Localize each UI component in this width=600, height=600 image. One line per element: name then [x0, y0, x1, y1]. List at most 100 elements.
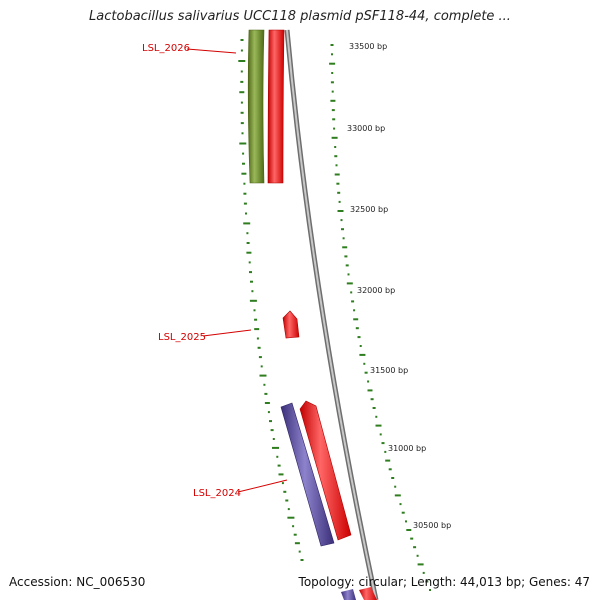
gc-outer-tick [401, 511, 405, 514]
gc-outer-tick [379, 433, 382, 436]
gc-inner-tick [259, 374, 267, 377]
gc-inner-tick [287, 508, 290, 511]
gc-outer-tick [335, 164, 338, 167]
gc-inner-tick [240, 111, 244, 114]
gc-inner-tick [242, 162, 245, 165]
gc-inner-tick [246, 232, 249, 235]
gc-inner-tick [242, 152, 245, 155]
gc-inner-tick [254, 318, 258, 321]
gc-outer-tick [413, 546, 417, 549]
gc-inner-tick [264, 392, 268, 395]
gc-outer-tick [337, 210, 344, 212]
gc-inner-tick [249, 299, 257, 302]
gc-outer-tick [342, 237, 345, 240]
bp-tick-label: 32500 bp [350, 205, 388, 214]
gc-inner-tick [243, 182, 246, 185]
gc-inner-tick [241, 172, 247, 175]
gc-inner-tick [238, 60, 246, 62]
gene-label-lsl-2025[interactable]: LSL_2025 [158, 332, 206, 343]
gc-inner-tick [243, 222, 251, 225]
gc-outer-tick [331, 109, 335, 112]
gc-inner-tick [267, 411, 270, 414]
gc-inner-tick [272, 446, 279, 449]
gc-inner-tick [241, 132, 244, 135]
gene-label-lsl-2024[interactable]: LSL_2024 [193, 488, 241, 499]
gc-outer-tick [429, 589, 431, 591]
gc-outer-tick [384, 450, 387, 453]
gc-inner-tick [292, 525, 295, 528]
bp-tick-label: 31500 bp [370, 366, 408, 375]
leader-line-lsl-2024 [237, 479, 288, 493]
gc-outer-tick [341, 228, 344, 231]
gc-outer-tick [334, 173, 340, 176]
gc-inner-tick [254, 328, 260, 331]
map-summary: Topology: circular; Length: 44,013 bp; G… [298, 575, 590, 589]
gc-inner-tick [250, 280, 253, 283]
gc-content-track-outer [329, 44, 431, 591]
gc-inner-tick [245, 212, 247, 215]
gc-inner-tick [293, 533, 297, 536]
gc-outer-tick [372, 407, 376, 409]
gc-outer-tick [406, 529, 412, 531]
gc-outer-tick [355, 327, 359, 330]
plasmid-backbone-highlight [286, 29, 377, 600]
gc-inner-tick [298, 550, 301, 553]
gc-inner-tick [240, 80, 244, 83]
gc-inner-tick [277, 464, 281, 467]
gene-lsl-2026-forward-strand[interactable] [267, 29, 285, 184]
gc-outer-tick [346, 282, 353, 285]
gc-inner-tick [240, 122, 244, 125]
gc-inner-tick [278, 473, 284, 476]
gene-lsl-2024-forward-strand[interactable] [299, 400, 352, 541]
gene-lsl-2025[interactable] [282, 310, 300, 339]
gc-outer-tick [338, 200, 341, 203]
gc-outer-tick [391, 477, 395, 479]
gc-inner-tick [243, 202, 247, 205]
gc-outer-tick [363, 362, 366, 365]
gc-inner-tick [272, 438, 275, 440]
gc-outer-tick [329, 62, 336, 65]
gc-inner-tick [246, 251, 252, 254]
gc-content-track-inner [238, 39, 304, 561]
gc-outer-tick [394, 485, 397, 488]
gc-inner-tick [285, 499, 289, 502]
gene-lsl-2026-reverse-strand[interactable] [247, 29, 265, 184]
gc-inner-tick [283, 490, 287, 493]
gc-inner-tick [294, 542, 300, 545]
gc-outer-tick [334, 155, 338, 158]
gc-outer-tick [381, 442, 385, 445]
gc-outer-tick [359, 353, 366, 356]
gc-inner-tick [246, 242, 250, 244]
gc-inner-tick [251, 290, 254, 293]
gc-inner-tick [287, 516, 295, 519]
gc-outer-tick [359, 345, 362, 347]
gc-inner-tick [276, 455, 279, 458]
gc-inner-tick [260, 365, 263, 368]
gene-label-lsl-2026[interactable]: LSL_2026 [142, 43, 190, 54]
gc-outer-tick [331, 53, 333, 56]
gc-outer-tick [330, 81, 334, 84]
gc-inner-tick [281, 482, 284, 485]
gc-outer-tick [425, 580, 429, 583]
gc-outer-tick [331, 72, 334, 74]
gc-outer-tick [353, 309, 356, 312]
gc-inner-tick [239, 91, 245, 94]
gc-inner-tick [240, 49, 243, 52]
bp-tick-label: 30500 bp [413, 521, 451, 530]
gc-outer-tick [336, 182, 340, 185]
gc-inner-tick [249, 271, 252, 274]
gene-lsl-2024-reverse-strand[interactable] [280, 402, 335, 547]
gc-outer-tick [334, 146, 337, 148]
leader-line-lsl-2025 [202, 329, 252, 337]
gene-partial-purple [341, 589, 356, 600]
gc-outer-tick [417, 563, 424, 566]
gc-outer-tick [350, 291, 353, 294]
gc-outer-tick [422, 571, 425, 574]
gc-inner-tick [257, 346, 261, 349]
bp-tick-label: 31000 bp [388, 444, 426, 453]
gc-outer-tick [331, 136, 338, 139]
gc-outer-tick [330, 99, 336, 102]
gc-outer-tick [405, 520, 407, 523]
gc-outer-tick [370, 398, 374, 401]
